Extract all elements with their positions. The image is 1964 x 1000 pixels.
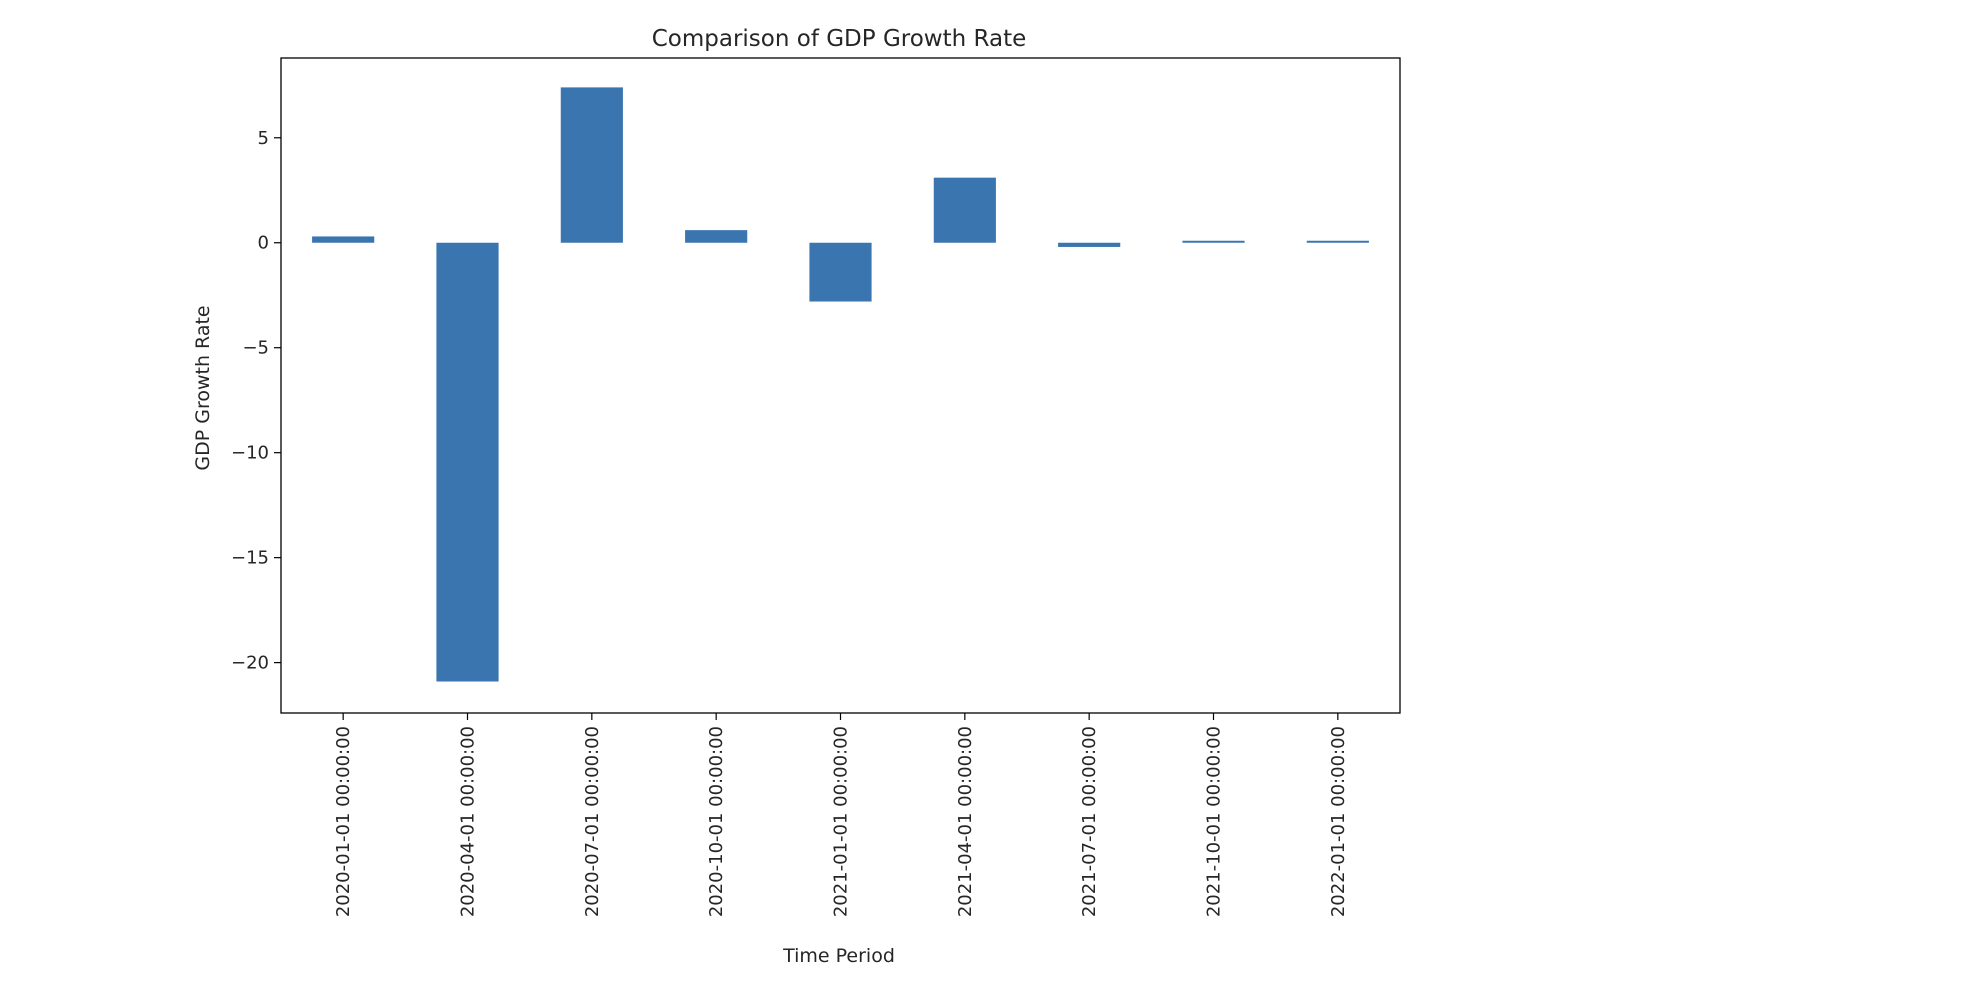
bar-2020-01-01	[312, 236, 375, 243]
bar-2020-04-01	[436, 242, 499, 682]
x-tick-label: 2020-10-01 00:00:00	[706, 726, 727, 917]
x-axis: 2020-01-01 00:00:00 2020-04-01 00:00:00 20…	[333, 713, 1349, 917]
bar-2021-04-01	[933, 177, 996, 243]
x-tick-label: 2020-01-01 00:00:00	[333, 726, 354, 917]
bar-2021-10-01	[1182, 240, 1245, 243]
y-tick-label: 5	[258, 128, 269, 149]
chart-title: Comparison of GDP Growth Rate	[652, 26, 1027, 52]
x-tick-label: 2022-01-01 00:00:00	[1328, 726, 1349, 917]
plot-area-frame	[280, 57, 1401, 714]
bar-2022-01-01	[1306, 240, 1369, 243]
y-tick-label: 0	[258, 233, 269, 254]
x-tick-label: 2021-01-01 00:00:00	[831, 726, 852, 917]
x-tick-label: 2021-10-01 00:00:00	[1204, 726, 1225, 917]
y-axis: 5 0 −5 −10 −15 −20	[231, 128, 281, 674]
x-tick-label: 2021-04-01 00:00:00	[955, 726, 976, 917]
y-tick-label: −15	[231, 548, 269, 569]
y-tick-label: −5	[242, 338, 269, 359]
bar-2021-01-01	[809, 242, 872, 302]
y-axis-label: GDP Growth Rate	[192, 305, 214, 470]
y-tick-label: −10	[231, 443, 269, 464]
x-tick-label: 2020-07-01 00:00:00	[582, 726, 603, 917]
bar-2020-10-01	[685, 230, 748, 243]
y-tick-label: −20	[231, 653, 269, 674]
x-tick-label: 2020-04-01 00:00:00	[458, 726, 479, 917]
bar-2021-07-01	[1058, 242, 1121, 247]
x-tick-label: 2021-07-01 00:00:00	[1079, 726, 1100, 917]
bar-2020-07-01	[560, 87, 623, 243]
x-axis-label: Time Period	[782, 945, 895, 967]
bars	[312, 87, 1369, 682]
